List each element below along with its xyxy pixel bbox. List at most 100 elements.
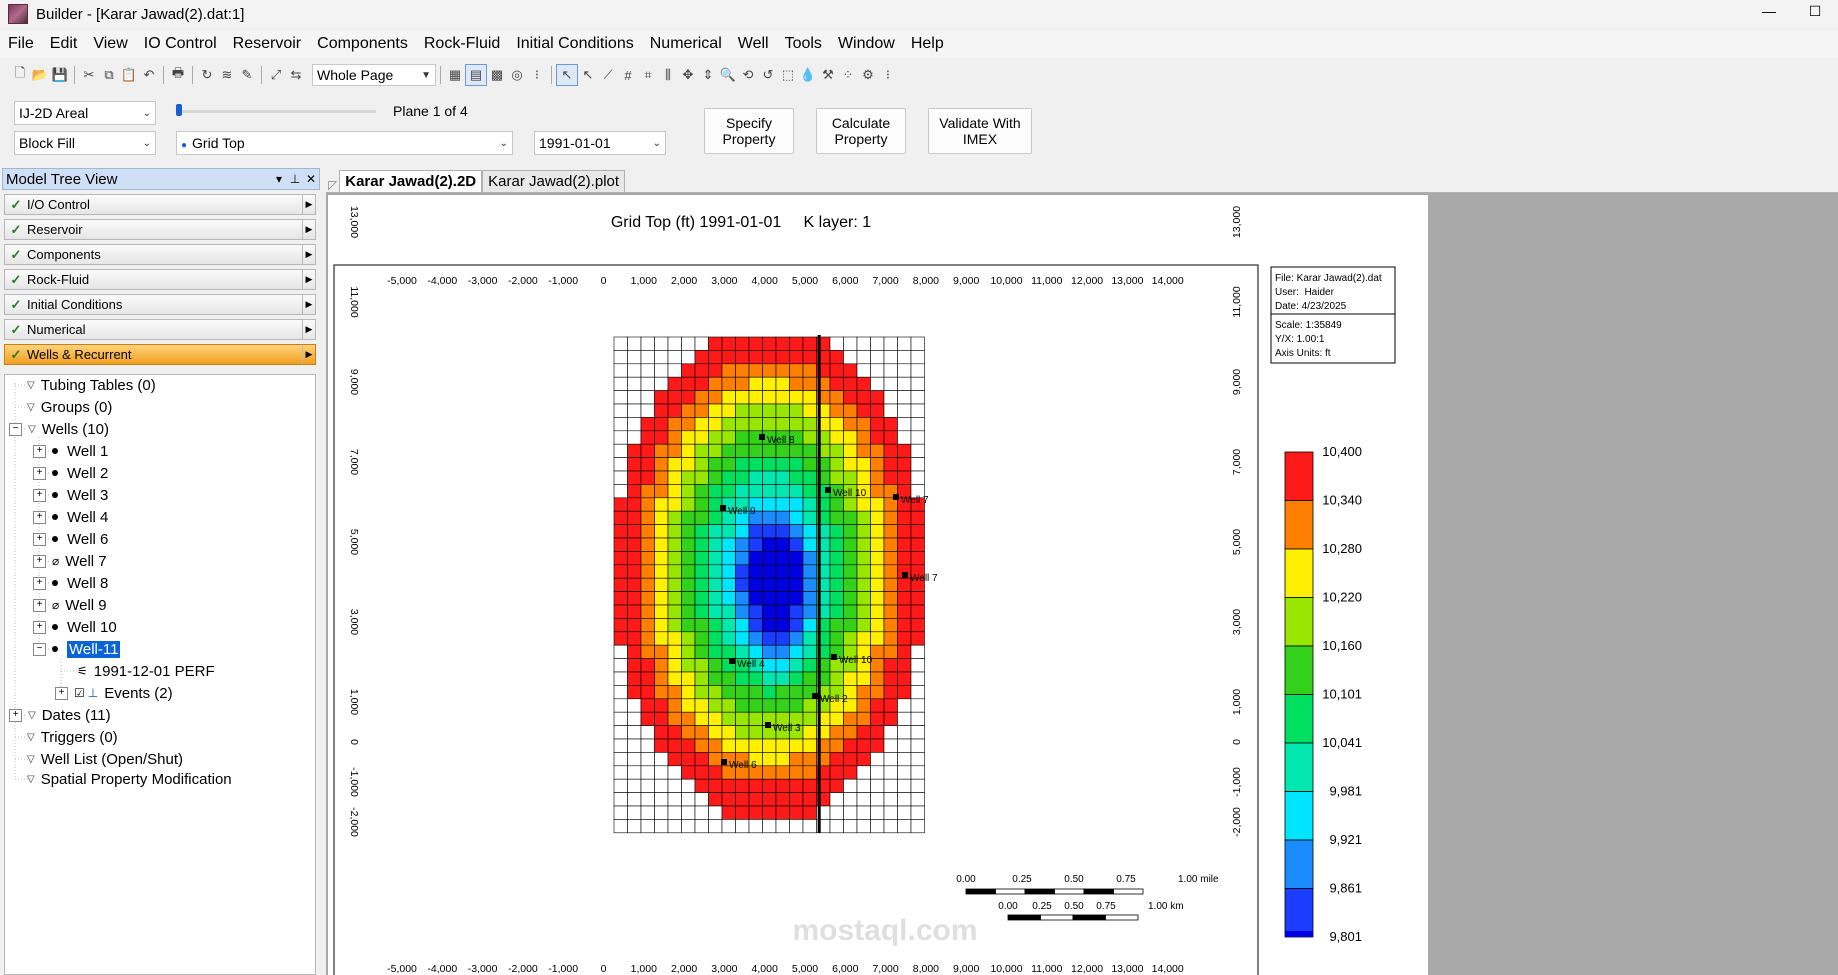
grid-props-icon[interactable]: ▩: [490, 67, 504, 82]
reset-rotate-icon[interactable]: ↺: [762, 67, 774, 82]
draw-line-icon[interactable]: ⟋: [603, 67, 613, 82]
expand-icon[interactable]: +: [33, 554, 46, 568]
drop-icon[interactable]: 💧: [799, 67, 817, 82]
menu-numerical[interactable]: Numerical: [649, 35, 722, 52]
edit-pen-icon[interactable]: ✎: [241, 67, 253, 82]
menu-reservoir[interactable]: Reservoir: [232, 35, 302, 52]
tree-well-8[interactable]: + Well 8: [33, 573, 108, 593]
chevron-right-icon[interactable]: ▶: [302, 345, 315, 364]
tree-well-2[interactable]: + Well 2: [33, 463, 108, 483]
calculate-property-button[interactable]: Calculate Property: [816, 108, 906, 154]
grid-icon[interactable]: #: [624, 67, 632, 83]
chevron-right-icon[interactable]: ▶: [302, 245, 315, 264]
menu-io-control[interactable]: IO Control: [143, 35, 217, 52]
chevron-right-icon[interactable]: ▶: [302, 295, 315, 314]
box-select-icon[interactable]: ⬚: [781, 67, 795, 82]
well-marker[interactable]: [720, 505, 726, 511]
tab-plot[interactable]: Karar Jawad(2).plot: [482, 170, 626, 192]
refresh-icon[interactable]: ↻: [201, 67, 213, 82]
tree-groups[interactable]: ▽ Groups (0): [27, 397, 112, 417]
menu-components[interactable]: Components: [317, 35, 408, 52]
copy-icon[interactable]: ⧉: [104, 67, 114, 82]
expand-icon[interactable]: +: [33, 466, 46, 480]
pin-icon[interactable]: ⊥: [289, 172, 301, 186]
menu-window[interactable]: Window: [837, 35, 895, 52]
zoom-select[interactable]: Whole Page ▼: [312, 64, 436, 86]
layers-icon[interactable]: ≋: [221, 67, 233, 82]
menu-help[interactable]: Help: [910, 35, 944, 52]
validate-imex-button[interactable]: Validate With IMEX: [928, 108, 1032, 154]
rotate-icon[interactable]: ⟲: [742, 67, 754, 82]
new-file-icon[interactable]: 🗋: [14, 65, 26, 80]
expand-icon[interactable]: +: [33, 488, 46, 502]
crop-icon[interactable]: ⌗: [644, 67, 652, 82]
checkbox-icon[interactable]: ☑: [74, 686, 85, 700]
plot-page[interactable]: Grid Top (ft) 1991-01-01 K layer: 1 -5,0…: [328, 195, 1428, 975]
expand-icon[interactable]: +: [33, 510, 46, 524]
cut-icon[interactable]: ✂: [83, 67, 95, 82]
menu-tools[interactable]: Tools: [784, 35, 822, 52]
chevron-right-icon[interactable]: ▶: [302, 270, 315, 289]
well-marker[interactable]: [893, 494, 899, 500]
toolbar-overflow-icon[interactable]: ⁝: [534, 67, 540, 82]
expand-icon[interactable]: +: [9, 708, 22, 722]
menu-rock-fluid[interactable]: Rock-Fluid: [423, 35, 501, 52]
expand-icon[interactable]: +: [33, 532, 46, 546]
fit-extent-icon[interactable]: ⤢: [270, 67, 282, 82]
property-select[interactable]: ● Grid Top ⌄: [176, 131, 513, 155]
well-marker[interactable]: [812, 693, 818, 699]
plane-slider[interactable]: [176, 104, 378, 124]
nodes-icon[interactable]: ⁘: [842, 67, 854, 82]
print-icon[interactable]: 🖶: [171, 65, 185, 80]
tree-well-4[interactable]: + Well 4: [33, 507, 108, 527]
select-pointer-icon[interactable]: ↖: [556, 64, 578, 86]
move-icon[interactable]: ⇕: [702, 67, 714, 82]
undo-icon[interactable]: ↶: [143, 67, 155, 82]
section-numerical[interactable]: ✓ Numerical ▶: [4, 319, 316, 340]
wells-icon[interactable]: ⚒: [822, 67, 834, 82]
well-marker[interactable]: [721, 759, 727, 765]
specify-property-button[interactable]: Specify Property: [704, 108, 794, 154]
zoom-icon[interactable]: 🔍: [719, 67, 737, 82]
section-initial-conditions[interactable]: ✓ Initial Conditions ▶: [4, 294, 316, 315]
chevron-right-icon[interactable]: ▶: [302, 220, 315, 239]
tree-well-9[interactable]: + ⌀ Well 9: [33, 595, 107, 615]
tab-2d-view[interactable]: Karar Jawad(2).2D: [339, 170, 483, 192]
pointer-icon[interactable]: ↖: [582, 67, 594, 82]
tree-events[interactable]: + ☑ ⊥ Events (2): [55, 683, 173, 703]
fill-mode-select[interactable]: Block Fill ⌄: [14, 131, 156, 155]
well-marker[interactable]: [831, 654, 837, 660]
settings-icon[interactable]: ⚙: [862, 67, 874, 82]
tree-dates[interactable]: + ▽ Dates (11): [9, 705, 111, 725]
date-select[interactable]: 1991-01-01 ⌄: [534, 131, 666, 155]
paste-icon[interactable]: 📋: [120, 67, 138, 82]
tree-tubing-tables[interactable]: ▽ Tubing Tables (0): [27, 375, 156, 395]
collapse-icon[interactable]: −: [33, 642, 46, 656]
well-marker[interactable]: [729, 658, 735, 664]
tree-well-3[interactable]: + Well 3: [33, 485, 108, 505]
well-marker[interactable]: [759, 434, 765, 440]
tree-well-1[interactable]: + Well 1: [33, 441, 108, 461]
expand-icon[interactable]: +: [33, 576, 46, 590]
expand-icon[interactable]: +: [33, 620, 46, 634]
well-marker[interactable]: [825, 487, 831, 493]
tree-well-10[interactable]: + Well 10: [33, 617, 117, 637]
section-rock-fluid[interactable]: ✓ Rock-Fluid ▶: [4, 269, 316, 290]
tree-well-6[interactable]: + Well 6: [33, 529, 108, 549]
maximize-button[interactable]: ☐: [1808, 2, 1822, 19]
menu-well[interactable]: Well: [737, 35, 769, 52]
expand-icon[interactable]: +: [33, 444, 46, 458]
split-icon[interactable]: ⫼: [665, 67, 671, 82]
tree-triggers[interactable]: ▽ Triggers (0): [27, 727, 118, 747]
panel-splitter[interactable]: [320, 168, 326, 975]
menu-view[interactable]: View: [93, 35, 128, 52]
toolbar-overflow-icon[interactable]: ⁝: [885, 67, 891, 82]
section-reservoir[interactable]: ✓ Reservoir ▶: [4, 219, 316, 240]
close-icon[interactable]: ✕: [305, 172, 317, 186]
target-icon[interactable]: ◎: [511, 67, 523, 82]
tree-view-icon[interactable]: ▤: [465, 64, 487, 86]
section-components[interactable]: ✓ Components ▶: [4, 244, 316, 265]
tree-well-7[interactable]: + ⌀ Well 7: [33, 551, 107, 571]
tree-well-list[interactable]: ▽ Well List (Open/Shut): [27, 749, 183, 769]
swap-icon[interactable]: ⇆: [290, 67, 302, 82]
